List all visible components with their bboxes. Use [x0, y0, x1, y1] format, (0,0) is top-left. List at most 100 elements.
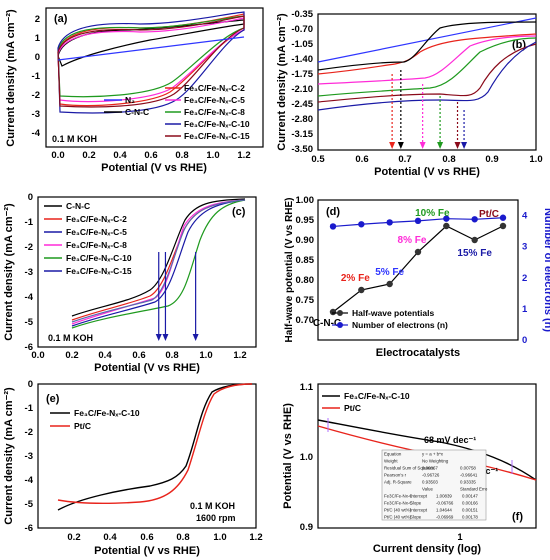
lsv-n2-line: [317, 17, 537, 63]
panel-a-yticks: 2 1 0 -1 -2 -3 -4: [32, 14, 41, 139]
half-wave-arrowhead: [162, 334, 169, 341]
panel-b-peak-arrows: [389, 70, 468, 149]
peak-arrowhead: [389, 142, 396, 149]
d-xlabel: Electrocatalysts: [376, 347, 460, 359]
lsv-curve-5: [317, 35, 537, 85]
electron-number-point: [443, 215, 450, 222]
e-xtick-label: 0.2: [67, 532, 80, 543]
panel-a-legend: N₂ C-N-C Fe₃C/Fe-Nₓ-C-2 Fe₃C/Fe-Nₓ-C-5 F…: [104, 83, 250, 141]
b-ytick-label: -2.10: [291, 84, 313, 95]
a-xtick-label: 1.0: [206, 150, 219, 161]
fit-table-cell: 0.00758: [460, 466, 476, 471]
panel-e-legend: Fe₃C/Fe-Nₓ-C-10 Pt/C: [50, 408, 140, 431]
half-wave-point: [329, 308, 337, 316]
legend-label: Fe₃C/Fe-Nₓ-C-15: [66, 266, 132, 276]
panel-f-frame: [317, 383, 537, 529]
panel-a: (a) 2 1 0 -1 -2 -3 -4 0.0 0.2 0.4 0.6 0.…: [5, 7, 264, 174]
fit-table-cell: Pt/C (40 wt%): [384, 515, 412, 520]
half-wave-point: [443, 222, 450, 230]
panel-d-frame: [317, 199, 519, 341]
legend-label: Fe₃C/Fe-Nₓ-C-2: [184, 83, 245, 93]
c-ytick-label: -3: [25, 267, 33, 278]
panel-e-frame: [37, 383, 257, 529]
half-wave-point: [471, 236, 478, 244]
f-xlabel: Current density (log): [373, 543, 482, 555]
electron-number-point: [358, 221, 365, 228]
panel-c-curves: [71, 198, 246, 329]
lsv-curve-15: [317, 43, 537, 103]
lsv-c-curve-8: [71, 199, 246, 327]
d-ytick-right-label: 0: [522, 335, 527, 346]
b-xtick-label: 0.7: [398, 154, 411, 165]
legend-label: Fe₃C/Fe-Nₓ-C-10: [184, 119, 250, 129]
legend-label: Fe₃C/Fe-Nₓ-C-15: [184, 131, 250, 141]
fit-table-cell: 0.93503: [422, 480, 438, 485]
f-slope-label: 68 mV dec⁻¹: [424, 435, 476, 445]
a-ytick-label: -2: [32, 90, 40, 101]
panel-e-xticks: 0.2 0.4 0.6 0.8 1.0 1.2: [67, 532, 262, 543]
peak-arrowhead: [437, 142, 444, 149]
e-ytick-label: -6: [25, 523, 33, 534]
b-ylabel: Current density (mA cm⁻²): [276, 13, 288, 151]
fit-table-cell: 0.00867: [422, 466, 438, 471]
a-ytick-label: 1: [35, 33, 41, 44]
a-ylabel: Current density (mA cm⁻²): [5, 9, 17, 147]
a-xtick-label: 0.2: [82, 150, 95, 161]
f-fit-table: Equation y = a + b*x Weight No Weighting Res…: [381, 449, 488, 521]
legend-label: Pt/C: [344, 403, 361, 413]
fit-table-cell: 0.00178: [462, 515, 478, 520]
e-xtick-label: 1.0: [213, 532, 226, 543]
half-wave-point: [499, 222, 507, 230]
b-xtick-label: 0.9: [485, 154, 498, 165]
d-category-label: 15% Fe: [457, 248, 492, 259]
panel-a-curves: [57, 11, 245, 114]
legend-label: C-N-C: [66, 201, 90, 211]
f-ylabel: Potential (V vs RHE): [282, 403, 294, 509]
d-category-label: C-N-C: [313, 318, 341, 329]
fit-table-cell: Fe3C/Fe-Nx-C: [384, 501, 413, 506]
fit-table-cell: Value: [422, 487, 433, 492]
e-curve-ptc: [57, 383, 253, 505]
c-xtick-label: 0.2: [65, 350, 78, 361]
panel-c-legend: C-N-C Fe₃C/Fe-Nₓ-C-2 Fe₃C/Fe-Nₓ-C-5 Fe₃C…: [44, 201, 132, 276]
c-condition-note: 0.1 M KOH: [48, 333, 93, 343]
e-ytick-label: -5: [25, 499, 34, 510]
panel-d-legend: Half-wave potentials Number of electrons…: [332, 308, 448, 330]
b-ytick-label: -0.70: [291, 24, 313, 35]
d-ylabel: Half-wave potential (V vs RHE): [284, 197, 295, 342]
legend-label: Half-wave potentials: [352, 308, 434, 318]
d-ytick-label: 0.70: [296, 315, 315, 326]
c-xtick-label: 0.6: [132, 350, 145, 361]
panel-f-legend: Fe₃C/Fe-Nₓ-C-10 Pt/C: [322, 391, 410, 413]
panel-e-curves: [57, 383, 253, 511]
peak-arrowhead: [461, 142, 468, 149]
c-ytick-label: -2: [25, 242, 33, 253]
a-ytick-label: -1: [32, 71, 41, 82]
panel-b-yticks: -0.35 -0.70 -1.05 -1.40 -1.75 -2.10 -2.4…: [291, 9, 313, 155]
legend-label: Number of electrons (n): [352, 320, 448, 330]
lsv-curve-10: [317, 41, 537, 111]
legend-label: Fe₃C/Fe-Nₓ-C-5: [66, 227, 127, 237]
legend-label: Fe₃C/Fe-Nₓ-C-2: [66, 214, 127, 224]
d-ytick-right-label: 2: [522, 273, 527, 284]
a-xtick-label: 0.4: [113, 150, 127, 161]
fit-table-cell: 0.00166: [462, 501, 478, 506]
legend-label: Fe₃C/Fe-Nₓ-C-8: [66, 240, 127, 250]
legend-marker: [337, 322, 343, 328]
electron-number-point: [471, 216, 478, 223]
lsv-c-curve-10: [71, 199, 246, 329]
c-ytick-label: 0: [28, 192, 33, 203]
lsv-c-curve-15: [71, 199, 246, 323]
f-ytick-label: 1.1: [300, 382, 314, 393]
e-ytick-label: -2: [25, 427, 33, 438]
d-ylabel-right: Number of electrons (n): [542, 208, 550, 332]
half-wave-point: [386, 280, 393, 288]
d-ytick-right-label: 1: [522, 304, 528, 315]
f-ytick-label: 0.9: [300, 522, 313, 533]
fit-table-cell: Standard Erro: [460, 487, 488, 492]
lsv-c-curve-cnc: [71, 198, 246, 317]
electron-number-point: [414, 217, 422, 225]
c-xtick-label: 0.0: [31, 350, 44, 361]
fit-table-cell: Residual Sum of Squares: [384, 466, 435, 471]
